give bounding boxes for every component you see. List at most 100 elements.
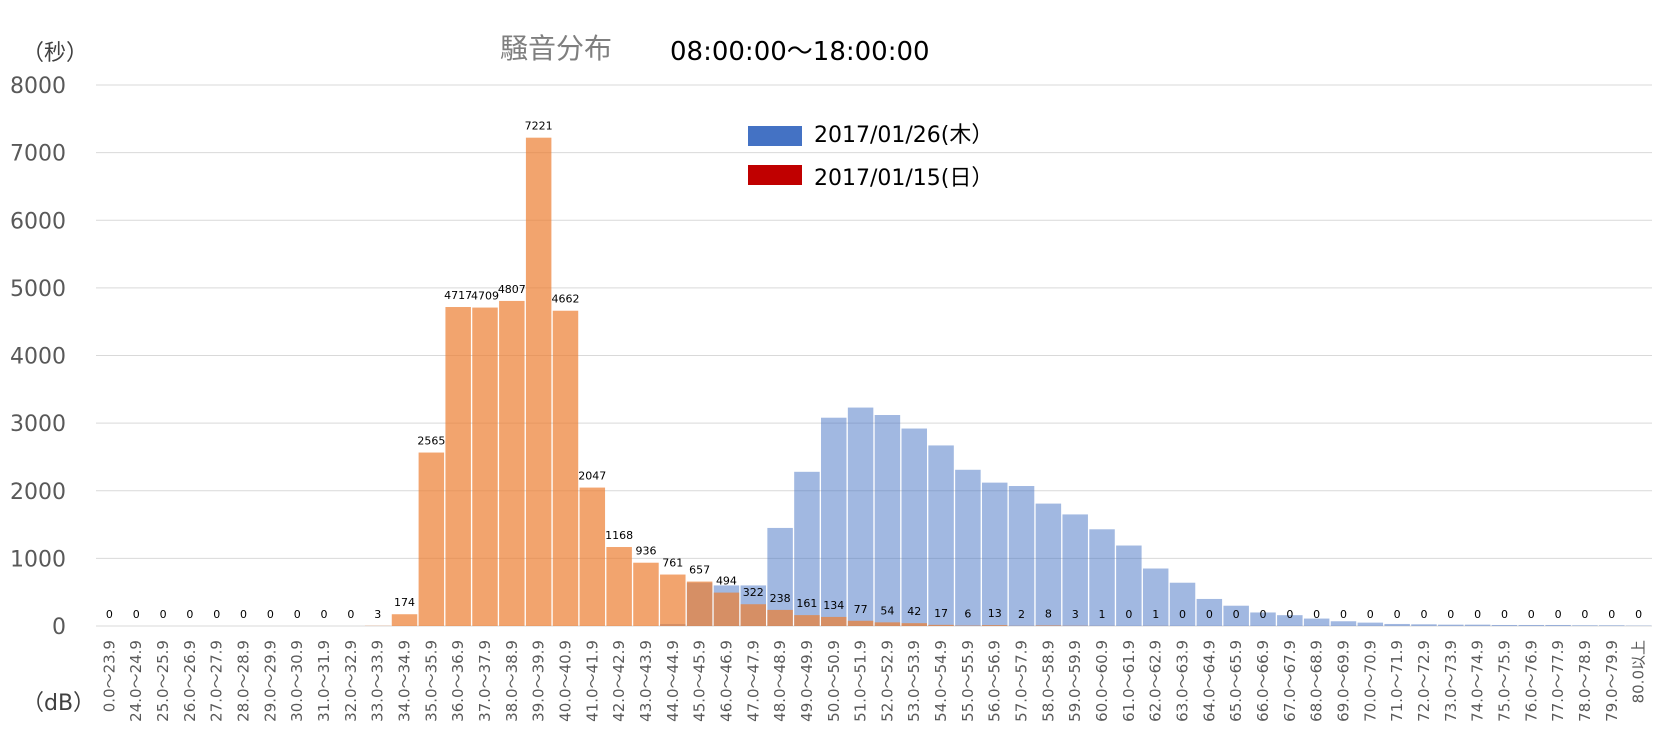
bar-weekday [874,415,901,626]
bar-sunday [525,137,552,626]
series-weekday-bars [660,407,1652,626]
data-label: 0 [321,608,328,621]
x-tick-label: 76.0～76.9 [1522,640,1540,722]
x-tick-label: 56.0～56.9 [986,640,1004,722]
x-tick-label: 46.0～46.9 [717,640,735,722]
bar-weekday [1116,545,1142,626]
data-label: 0 [240,608,247,621]
x-tick-label: 41.0～41.9 [583,640,601,722]
bar-sunday [1035,625,1062,626]
legend-label-weekday: 2017/01/26(木） [814,123,993,148]
data-label: 0 [1340,608,1347,621]
chart-title: 騒音分布 [500,32,612,65]
x-tick-label: 68.0～68.9 [1308,640,1326,722]
x-tick-label: 38.0～38.9 [503,640,521,722]
data-label: 0 [267,608,274,621]
data-label: 322 [743,586,764,599]
y-tick-label: 1000 [10,547,66,572]
x-tick-label: 60.0～60.9 [1093,640,1111,722]
x-tick-label: 28.0～28.9 [235,640,253,722]
x-tick-label: 26.0～26.9 [181,640,199,722]
data-label: 13 [988,607,1002,620]
data-label: 0 [106,608,113,621]
data-label: 1 [1152,608,1159,621]
bar-weekday [1142,568,1169,626]
data-label: 0 [1501,608,1508,621]
data-label: 42 [907,605,921,618]
x-tick-label: 43.0～43.9 [637,640,655,722]
x-tick-label: 44.0～44.9 [664,640,682,722]
data-label: 238 [770,592,791,605]
bar-weekday [1572,625,1598,626]
bar-weekday [1411,624,1437,626]
data-label: 77 [854,603,868,616]
bar-sunday [874,622,901,626]
bar-sunday [928,624,954,626]
data-label: 0 [1474,608,1481,621]
x-tick-label: 58.0～58.9 [1039,640,1057,722]
data-label: 657 [689,564,710,577]
legend: 2017/01/26(木） 2017/01/15(日） [748,123,993,191]
x-tick-label: 35.0～35.9 [422,640,440,722]
x-tick-label: 47.0～47.9 [744,640,762,722]
x-tick-label: 72.0～72.9 [1415,640,1433,722]
data-label: 17 [934,607,948,620]
x-tick-label: 40.0～40.9 [556,640,574,722]
data-label: 0 [1367,608,1374,621]
data-label: 0 [186,608,193,621]
bar-sunday [579,487,606,626]
x-tick-label: 54.0～54.9 [932,640,950,722]
x-axis-unit: （dB） [22,691,95,716]
bar-sunday [606,547,632,626]
bar-weekday [1250,612,1276,626]
y-tick-label: 7000 [10,142,66,167]
data-labels: 0 0 0 0 0 0 0 0 0 0 317425654717470948077221466220… [106,120,1642,621]
data-label: 494 [716,575,737,588]
bar-sunday [713,592,740,626]
x-tick-label: 57.0～57.9 [1013,640,1031,722]
legend-label-sunday: 2017/01/15(日） [814,166,993,191]
bar-sunday [391,614,418,626]
bar-weekday [794,471,820,626]
data-label: 936 [635,545,656,558]
bar-sunday [552,310,579,626]
bar-weekday [955,469,981,626]
x-tick-label: 69.0～69.9 [1334,640,1352,722]
y-tick-label: 4000 [10,345,66,370]
y-axis-unit: （秒） [22,41,88,66]
data-label: 2565 [417,435,445,448]
bar-weekday [767,527,793,626]
x-tick-label: 71.0～71.9 [1388,640,1406,722]
bar-weekday [1169,582,1196,626]
bar-sunday [686,581,713,626]
data-label: 0 [1528,608,1535,621]
bar-weekday [981,482,1008,626]
x-tick-label: 51.0～51.9 [852,640,870,722]
bar-weekday [821,417,847,626]
x-tick-label: 62.0～62.9 [1147,640,1165,722]
bar-sunday [981,625,1008,626]
data-label: 174 [394,596,415,609]
bar-weekday [1089,529,1115,626]
data-label: 0 [1179,608,1186,621]
x-tick-label: 73.0～73.9 [1442,640,1460,722]
data-label: 0 [1581,608,1588,621]
bar-weekday [847,407,874,626]
x-tick-label: 42.0～42.9 [610,640,628,722]
x-tick-label: 78.0～78.9 [1576,640,1594,722]
data-label: 0 [1286,608,1293,621]
bar-sunday [418,452,445,626]
bar-weekday [1464,624,1491,626]
data-label: 6 [964,608,971,621]
x-tick-label: 80.0以上 [1630,640,1648,703]
x-tick-label: 39.0～39.9 [530,640,548,722]
data-label: 1 [1099,608,1106,621]
x-tick-label: 70.0～70.9 [1361,640,1379,722]
bar-weekday [1223,605,1249,626]
bar-weekday [1438,624,1464,626]
x-tick-label: 30.0～30.9 [288,640,306,722]
data-label: 0 [1447,608,1454,621]
data-label: 2 [1018,608,1025,621]
data-label: 0 [1394,608,1401,621]
